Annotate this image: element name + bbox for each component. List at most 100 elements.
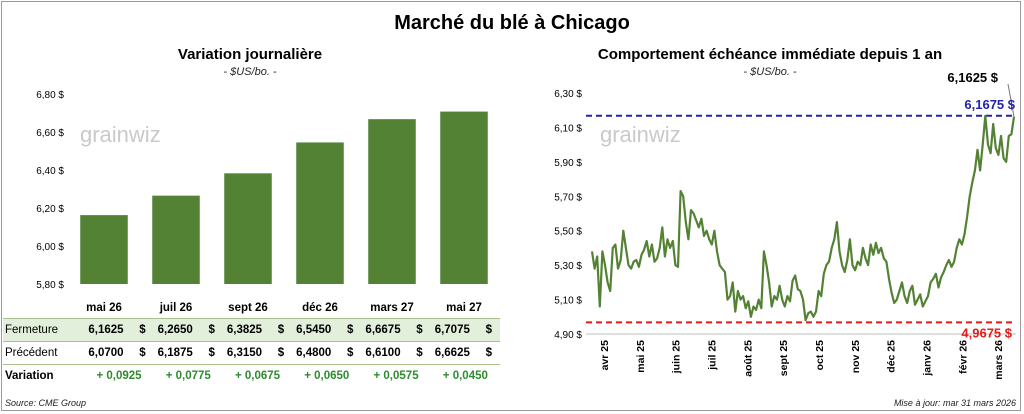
bar [152, 195, 200, 284]
cell-value: 6,7075 [434, 324, 470, 336]
table-row-previous: Précédent 6,0700 $ 6,1875 $ 6,3150 $ 6,4800… [3, 341, 500, 365]
table-cell: 6,1875 $ [153, 341, 223, 365]
x-category-label: déc 26 [302, 302, 338, 314]
y-tick-label: 5,90 $ [554, 158, 582, 169]
x-tick-label: janv 26 [921, 340, 933, 377]
x-tick-label: mai 25 [635, 340, 647, 373]
update-note: Mise à jour: mar 31 mars 2026 [893, 398, 1016, 408]
x-tick-label: juin 25 [671, 340, 683, 374]
cell-value: 6,3825 [226, 324, 263, 336]
bar [224, 173, 272, 284]
cell-unit: $ [208, 347, 215, 359]
x-tick-label: mars 26 [993, 340, 1005, 380]
cell-value: 6,4800 [296, 347, 332, 359]
last-price-leader [1007, 83, 1015, 117]
price-line [590, 114, 1016, 322]
x-category-label: juil 26 [159, 302, 193, 314]
y-tick-label: 6,20 $ [36, 204, 64, 215]
y-tick-label: 5,80 $ [36, 280, 64, 291]
cell-unit: $ [347, 347, 354, 359]
table-cell: 6,7075 $ [430, 318, 500, 342]
x-category-label: mars 27 [370, 302, 413, 314]
cell-unit: $ [208, 324, 215, 336]
cell-value: 6,6675 [365, 324, 401, 336]
cell-value: 6,3150 [226, 347, 263, 359]
cell-unit: $ [139, 347, 146, 359]
right-chart-title: Comportement échéance immédiate depuis 1… [597, 46, 943, 63]
table-cell: 6,3825 $ [222, 318, 293, 342]
y-tick-label: 5,10 $ [554, 296, 582, 307]
x-tick-label: août 25 [742, 340, 754, 377]
cell-value: 6,0700 [88, 347, 124, 359]
watermark-text: grainwiz [80, 122, 161, 147]
cell-value: 6,5450 [296, 324, 332, 336]
change-value: + 0,0450 [442, 370, 488, 382]
y-tick-label: 4,90 $ [554, 330, 582, 341]
x-category-label: mai 26 [86, 302, 122, 314]
change-value: + 0,0775 [165, 370, 211, 382]
bar [80, 215, 128, 284]
x-tick-label: sept 25 [778, 340, 790, 376]
x-tick-label: juil 25 [706, 340, 718, 371]
cell-value: 6,1625 [88, 324, 124, 336]
x-category-label: sept 26 [228, 302, 268, 314]
daily-bar-chart: grainwiz 5,80 $ 6,00 $ 6,20 $ 6,40 $ 6,60 $ 6,… [36, 90, 488, 314]
y-tick-label: 6,10 $ [554, 123, 582, 134]
x-category-label: mai 27 [446, 302, 482, 314]
x-tick-label: avr 25 [599, 340, 611, 371]
quotes-table: Fermeture 6,1625 $ 6,2650 $ 6,3825 $ 6,5450… [3, 318, 500, 387]
row-label: Précédent [3, 341, 85, 365]
y-tick-label: 6,40 $ [36, 166, 64, 177]
table-cell: 6,6625 $ [430, 341, 500, 365]
cell-value: 6,2650 [157, 324, 193, 336]
cell-unit: $ [485, 324, 492, 336]
table-cell: 6,1625 $ [84, 318, 154, 342]
watermark-text: grainwiz [600, 122, 681, 147]
cell-unit: $ [416, 324, 423, 336]
table-cell: 6,6100 $ [361, 341, 431, 365]
y-tick-label: 5,50 $ [554, 227, 582, 238]
change-value: + 0,0650 [304, 370, 350, 382]
left-chart-subtitle: - $US/bo. - [223, 66, 277, 78]
y-tick-label: 5,70 $ [554, 192, 582, 203]
change-value: + 0,0575 [373, 370, 419, 382]
x-tick-label: déc 25 [886, 340, 898, 373]
cell-unit: $ [277, 324, 285, 336]
cell-unit: $ [416, 347, 423, 359]
cell-value: 6,6100 [365, 347, 401, 359]
row-label: Fermeture [3, 318, 85, 342]
cell-unit: $ [347, 324, 354, 336]
bar [296, 142, 344, 284]
y-tick-label: 6,00 $ [36, 242, 64, 253]
y-tick-label: 5,30 $ [554, 261, 582, 272]
y-tick-label: 6,80 $ [36, 90, 64, 101]
cell-unit: $ [485, 347, 492, 359]
cell-value: 6,1875 [157, 347, 193, 359]
cell-unit: $ [277, 347, 285, 359]
y-tick-label: 6,60 $ [36, 128, 64, 139]
bar [368, 119, 416, 284]
bar [440, 111, 488, 284]
table-cell: 6,2650 $ [153, 318, 223, 342]
table-row-close: Fermeture 6,1625 $ 6,2650 $ 6,3825 $ 6,5450… [3, 318, 500, 342]
x-tick-label: oct 25 [814, 340, 826, 371]
table-cell: 6,5450 $ [292, 318, 362, 342]
table-cell: 6,3150 $ [222, 341, 293, 365]
change-value: + 0,0925 [96, 370, 142, 382]
low-price-label: 4,9675 $ [961, 325, 1012, 340]
row-label: Variation [5, 370, 54, 382]
y-tick-label: 6,30 $ [554, 89, 582, 100]
cell-unit: $ [139, 324, 146, 336]
last-price-label: 6,1625 $ [947, 70, 998, 85]
table-cell: 6,6675 $ [361, 318, 431, 342]
high-price-label: 6,1675 $ [964, 97, 1015, 112]
right-chart-subtitle: - $US/bo. - [743, 66, 797, 78]
change-value: + 0,0675 [234, 370, 281, 382]
source-note: Source: CME Group [5, 398, 87, 408]
cell-value: 6,6625 [434, 347, 470, 359]
front-month-line-chart: grainwiz 4,90 $ 5,10 $ 5,30 $ 5,50 $ 5,70 $ 5,… [554, 70, 1016, 380]
table-cell: 6,0700 $ [84, 341, 154, 365]
table-row-change: Variation + 0,0925 + 0,0775 + 0,0675 + 0… [3, 365, 500, 388]
x-tick-label: nov 25 [850, 340, 862, 373]
table-cell: 6,4800 $ [292, 341, 362, 365]
